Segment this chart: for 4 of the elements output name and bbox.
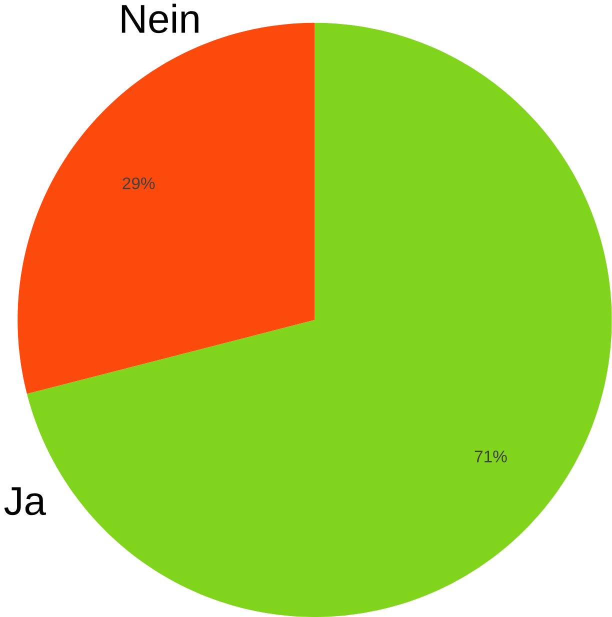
- slice-label: Nein: [122, 4, 198, 34]
- data-label: 29%: [122, 177, 155, 190]
- slice-label: Ja: [4, 487, 46, 516]
- data-label: 71%: [475, 450, 507, 462]
